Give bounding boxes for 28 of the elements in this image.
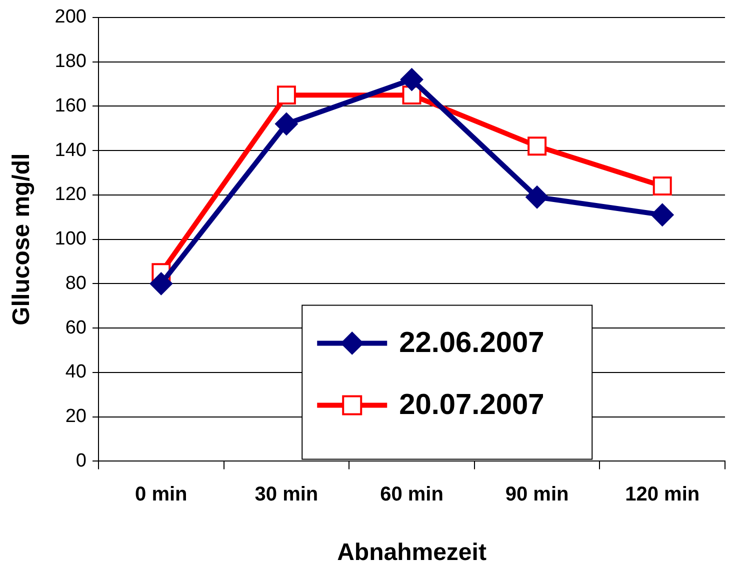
point xyxy=(528,136,547,156)
point xyxy=(274,112,298,136)
y-tick-label: 40 xyxy=(65,362,86,383)
y-tick-label: 80 xyxy=(65,272,86,294)
y-tick-label: 60 xyxy=(65,317,86,338)
x-tick-label: 0 min xyxy=(135,484,188,506)
point xyxy=(400,68,424,92)
y-tick-label: 120 xyxy=(54,184,86,206)
point xyxy=(652,176,672,196)
point xyxy=(650,203,674,226)
y-tick-label: 180 xyxy=(54,51,86,72)
y-axis-title: Gllucose mg/dl xyxy=(8,153,36,326)
y-tick-label: 100 xyxy=(54,228,86,250)
legend-label: 20.07.2007 xyxy=(399,389,544,422)
y-tick-label: 200 xyxy=(54,6,86,28)
point xyxy=(150,272,173,296)
x-tick-label: 120 min xyxy=(625,484,700,506)
y-tick-label: 140 xyxy=(54,140,86,161)
legend-label: 22.06.2007 xyxy=(399,327,544,360)
y-tick-label: 0 xyxy=(76,450,86,472)
x-axis-title: Abnahmezeit xyxy=(337,539,486,566)
x-tick-label: 90 min xyxy=(505,484,569,506)
y-tick-label: 160 xyxy=(54,95,86,116)
x-tick-label: 30 min xyxy=(254,484,318,506)
x-tick-label: 60 min xyxy=(380,484,444,506)
point xyxy=(276,86,296,105)
point xyxy=(526,186,549,209)
y-tick-label: 20 xyxy=(65,406,86,428)
